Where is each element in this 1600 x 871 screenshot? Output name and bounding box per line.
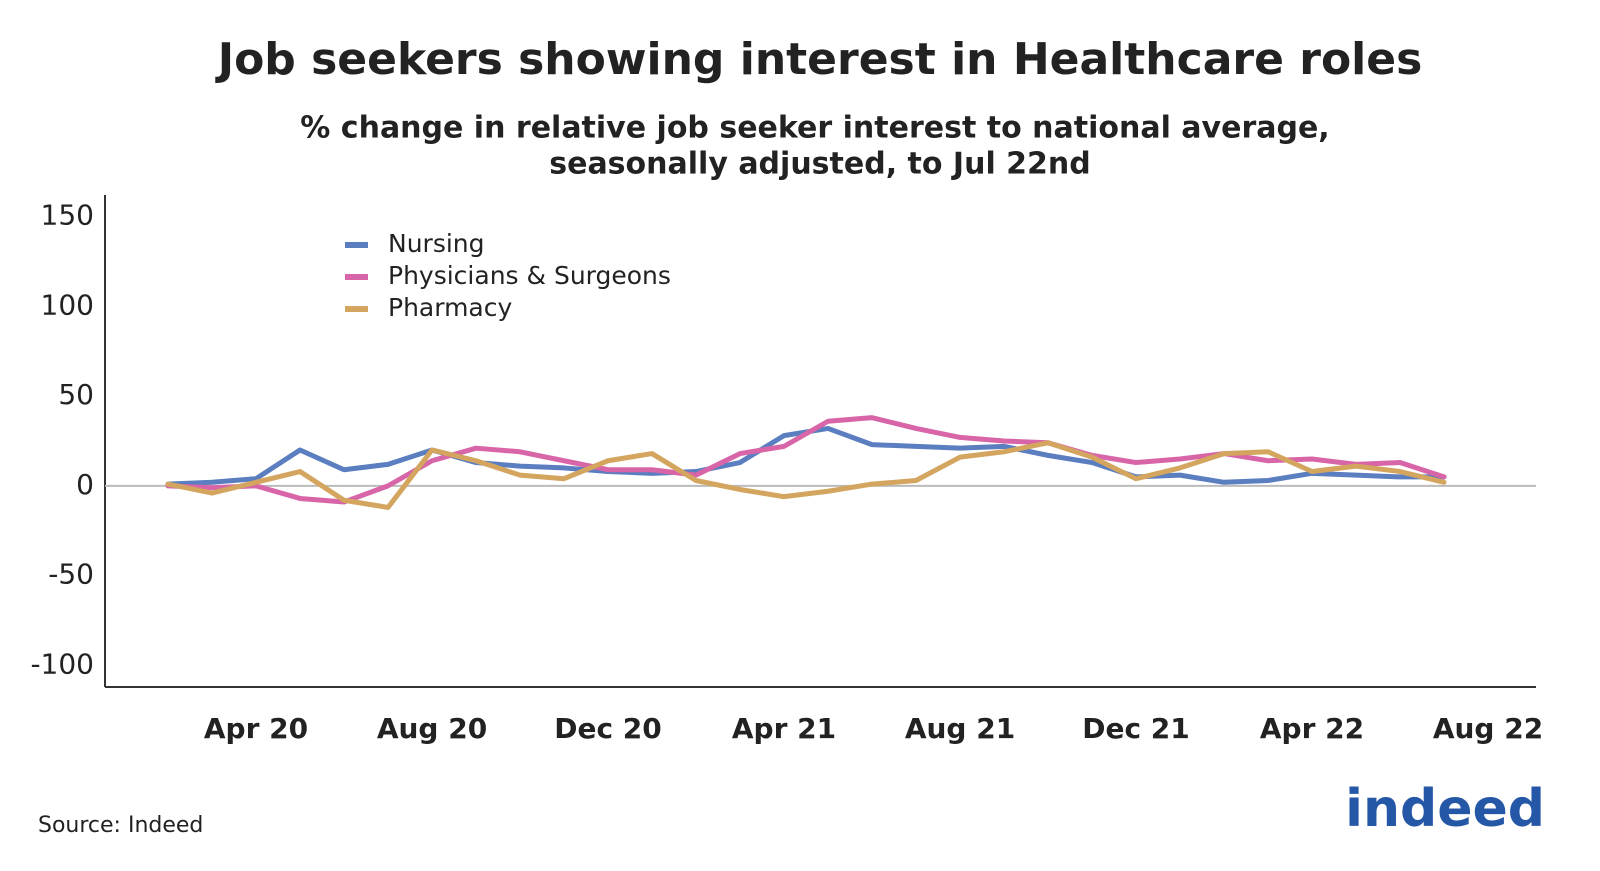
y-tick-label: -100 xyxy=(30,647,94,680)
x-tick-label: Aug 22 xyxy=(1433,712,1543,745)
chart-subtitle: % change in relative job seeker interest… xyxy=(300,111,1329,146)
source-note: Source: Indeed xyxy=(38,813,203,838)
series-line xyxy=(165,440,1447,510)
y-tick-label: 50 xyxy=(58,378,94,411)
legend-label: Pharmacy xyxy=(388,293,512,322)
x-tick-label: Dec 21 xyxy=(1082,712,1190,745)
x-tick-label: Aug 21 xyxy=(905,712,1015,745)
logo: indeed xyxy=(1345,779,1545,839)
legend-label: Physicians & Surgeons xyxy=(388,261,671,290)
chart-subtitle: seasonally adjusted, to Jul 22nd xyxy=(549,147,1091,182)
x-tick-label: Apr 22 xyxy=(1260,712,1364,745)
x-tick-label: Aug 20 xyxy=(377,712,487,745)
x-tick-label: Dec 20 xyxy=(554,712,662,745)
y-tick-label: 0 xyxy=(76,468,94,501)
legend-label: Nursing xyxy=(388,229,485,258)
x-tick-label: Apr 20 xyxy=(204,712,308,745)
chart-title: Job seekers showing interest in Healthca… xyxy=(215,34,1423,85)
x-tick-label: Apr 21 xyxy=(732,712,836,745)
y-tick-label: -50 xyxy=(48,558,94,591)
y-tick-label: 150 xyxy=(41,199,94,232)
y-tick-label: 100 xyxy=(41,288,94,321)
